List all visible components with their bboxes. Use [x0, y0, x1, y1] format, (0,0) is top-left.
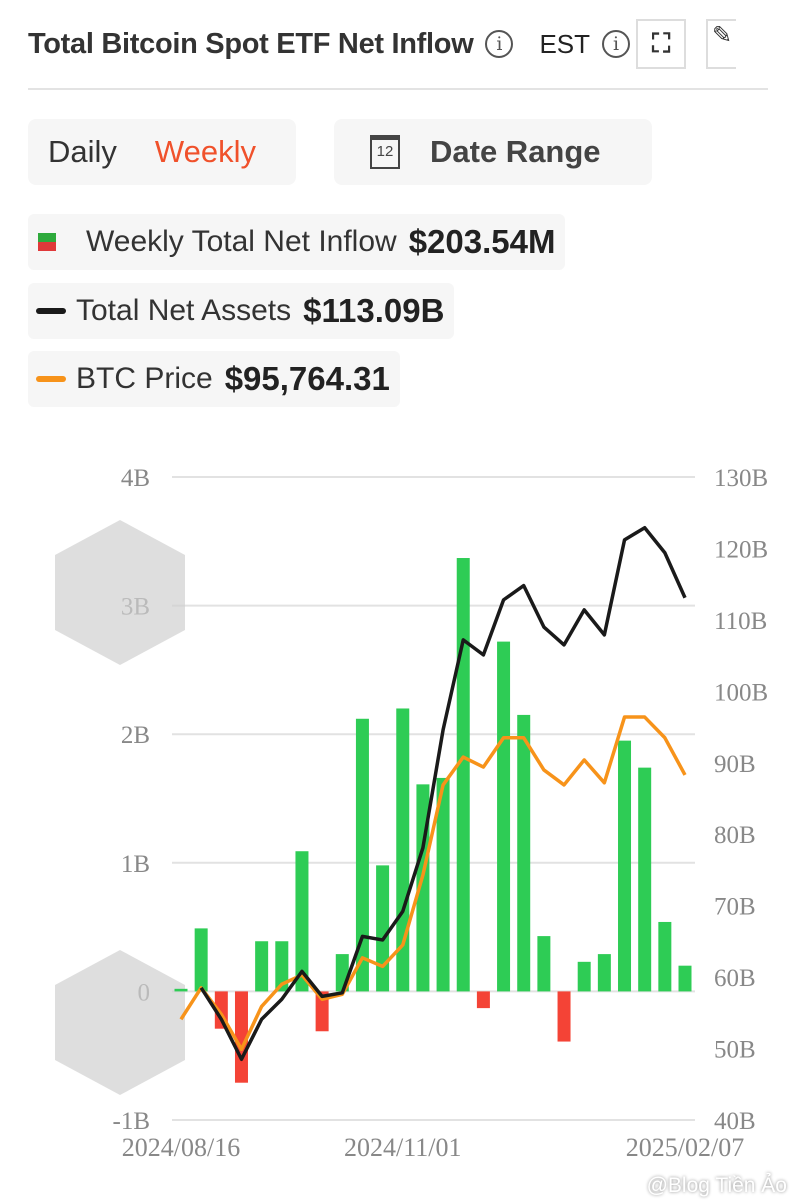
inflow-bar[interactable] [376, 865, 390, 992]
right-axis-tick: 110B [714, 608, 767, 635]
divider [28, 88, 768, 90]
inflow-bar[interactable] [658, 921, 672, 992]
right-axis-tick: 60B [714, 965, 756, 992]
inflow-bar[interactable] [255, 941, 269, 992]
right-axis-tick: 80B [714, 822, 756, 849]
inflow-bar[interactable] [577, 961, 591, 992]
timezone-label: EST [539, 28, 591, 59]
legend-inflow[interactable]: Weekly Total Net Inflow $203.54M [28, 214, 566, 270]
legend-price-value: $95,764.31 [224, 360, 390, 397]
assets-line-icon [36, 308, 66, 314]
calendar-icon: 12 [370, 135, 400, 169]
x-axis-tick: 2025/02/07 [626, 1133, 744, 1162]
inflow-bar[interactable] [497, 641, 511, 992]
right-axis-tick: 70B [714, 894, 756, 921]
inflow-bar[interactable] [476, 991, 490, 1009]
chart-title: Total Bitcoin Spot ETF Net Inflow [28, 27, 474, 60]
right-axis-tick: 100B [714, 679, 768, 706]
left-axis-tick: 2B [121, 722, 150, 749]
timezone-info-icon[interactable]: i [602, 30, 631, 58]
legend-inflow-label: Weekly Total Net Inflow [86, 225, 397, 258]
legend-assets-value: $113.09B [303, 292, 445, 329]
interval-toggle: Daily Weekly [28, 119, 296, 185]
inflow-bar[interactable] [275, 941, 289, 992]
inflow-bar[interactable] [295, 851, 309, 992]
info-icon[interactable]: i [485, 30, 514, 58]
x-axis-tick: 2024/11/01 [344, 1133, 461, 1162]
inflow-bar[interactable] [597, 954, 611, 992]
chart[interactable]: -1B01B2B3B4B40B50B60B70B80B90B100B110B12… [0, 440, 795, 1180]
legend-assets[interactable]: Total Net Assets $113.09B [28, 283, 455, 339]
inflow-bar[interactable] [618, 740, 632, 992]
inflow-bar[interactable] [396, 708, 410, 992]
left-axis-tick: 4B [121, 465, 150, 492]
footer-credit: @Blog Tiền Ảo [646, 1174, 787, 1197]
left-axis-tick: -1B [113, 1108, 151, 1135]
inflow-bar[interactable] [456, 558, 470, 992]
right-axis-tick: 130B [714, 465, 768, 492]
inflow-bar[interactable] [315, 991, 329, 1032]
inflow-bar[interactable] [234, 991, 248, 1083]
inflow-bar[interactable] [174, 988, 188, 992]
price-line-icon [36, 376, 66, 382]
inflow-bar[interactable] [678, 965, 692, 992]
left-axis-tick: 1B [121, 851, 150, 878]
inflow-bar[interactable] [517, 714, 531, 992]
right-axis-tick: 40B [714, 1108, 756, 1135]
right-axis-tick: 120B [714, 536, 768, 563]
btc-price-line[interactable] [179, 715, 687, 1052]
tab-weekly[interactable]: Weekly [154, 134, 256, 169]
inflow-bar[interactable] [436, 777, 450, 992]
fullscreen-icon[interactable]: ⛶ [636, 19, 687, 69]
watermark-logo-icon [55, 520, 185, 665]
right-axis-tick: 50B [714, 1037, 756, 1064]
total-net-assets-line[interactable] [199, 525, 687, 1062]
x-axis-tick: 2024/08/16 [122, 1133, 240, 1162]
right-axis-tick: 90B [714, 751, 756, 778]
inflow-bar[interactable] [557, 991, 571, 1042]
chart-header: Total Bitcoin Spot ETF Net Inflow i EST … [28, 19, 795, 69]
inflow-bar[interactable] [638, 767, 652, 992]
inflow-bar[interactable] [355, 718, 369, 992]
date-range-button[interactable]: 12 Date Range [334, 119, 652, 185]
legend-price-label: BTC Price [76, 362, 213, 395]
tab-daily[interactable]: Daily [48, 134, 117, 169]
legend-assets-label: Total Net Assets [76, 294, 292, 327]
legend-price[interactable]: BTC Price $95,764.31 [28, 351, 400, 407]
inflow-bar[interactable] [537, 936, 551, 992]
inflow-bar[interactable] [194, 928, 208, 992]
date-range-label: Date Range [430, 134, 601, 169]
watermark-logo-icon [55, 950, 185, 1095]
inflow-swatch-icon [38, 233, 56, 251]
edit-icon[interactable]: ✎ [706, 19, 737, 69]
legend-inflow-value: $203.54M [408, 223, 556, 260]
